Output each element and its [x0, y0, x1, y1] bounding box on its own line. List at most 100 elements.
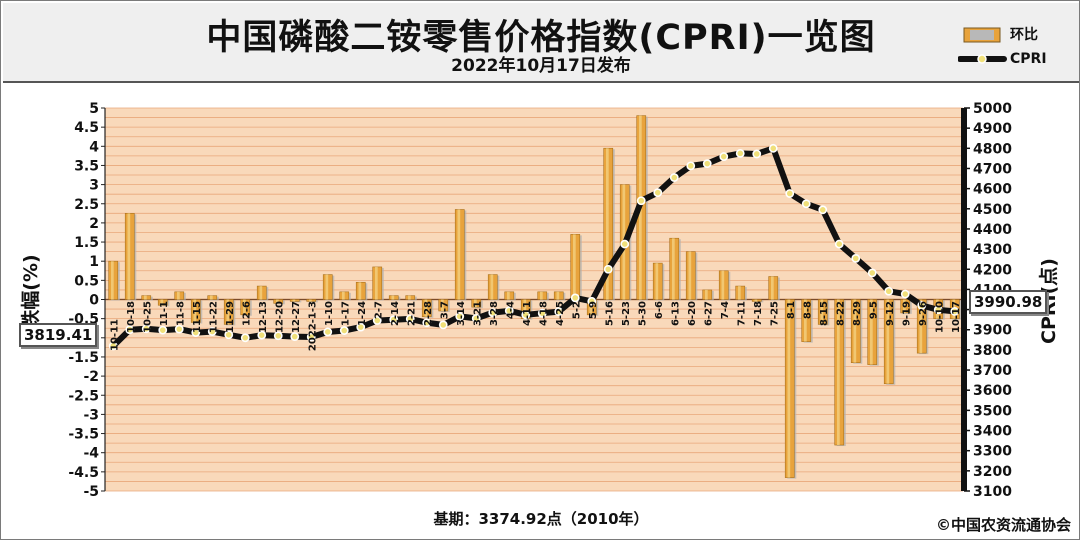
- cpri-point: [818, 205, 828, 215]
- x-tick-label: 2-28: [423, 301, 434, 326]
- cpri-point: [422, 318, 432, 328]
- left-axis: 54.543.532.521.510.50-0.5-1-1.5-2-2.5-3-…: [68, 101, 106, 500]
- right-tick-label: 3500: [973, 403, 1012, 419]
- x-tick-label: 7-11: [736, 301, 747, 326]
- x-tick-label: 6-6: [654, 301, 665, 319]
- cpri-point: [191, 328, 201, 337]
- chart-header: 中国磷酸二铵零售价格指数(CPRI)一览图 2022年10月17日发布 环比 C…: [3, 3, 1079, 83]
- cpri-point: [933, 305, 943, 315]
- bar: [322, 274, 335, 301]
- left-tick-label: 4: [89, 139, 99, 155]
- x-tick-label: 5-9: [588, 301, 599, 319]
- cpri-point: [141, 324, 151, 334]
- legend-bar-label: 环比: [1010, 27, 1038, 43]
- bar: [850, 299, 863, 364]
- x-tick-label: 6-27: [703, 301, 714, 326]
- bar: [570, 234, 582, 301]
- bar: [256, 285, 269, 301]
- bar: [454, 209, 467, 301]
- x-tick-label: 2-21: [406, 301, 417, 326]
- bar: [603, 147, 615, 301]
- right-tick-label: 3200: [973, 464, 1012, 480]
- bar: [669, 237, 681, 301]
- bar: [405, 295, 417, 301]
- legend-item-line: CPRI: [958, 49, 1073, 69]
- x-tick-label: 7-4: [720, 301, 731, 319]
- x-tick-label: 11-22: [208, 301, 219, 333]
- cpri-point: [257, 330, 267, 340]
- bar: [306, 299, 318, 303]
- bar: [652, 262, 665, 301]
- bar: [900, 299, 912, 314]
- cpri-point: [438, 320, 448, 330]
- x-tick-label: 3-28: [489, 301, 500, 326]
- cpri-point: [405, 314, 415, 324]
- legend-item-bar: 环比: [958, 25, 1073, 45]
- x-tick-label: 8-22: [835, 301, 846, 326]
- legend-bar-swatch-icon: [963, 27, 1001, 43]
- bar: [867, 299, 879, 366]
- cpri-point: [125, 325, 135, 335]
- x-tick-label: 11-8: [175, 301, 186, 326]
- bar: [817, 299, 830, 326]
- bar: [471, 299, 483, 309]
- x-tick-label: 4-18: [538, 301, 549, 326]
- cpri-point: [669, 173, 679, 182]
- x-tick-label: 8-15: [819, 301, 830, 326]
- cpri-point: [306, 332, 316, 342]
- x-tick-label: 10-17: [951, 301, 962, 333]
- bar: [834, 299, 846, 447]
- x-tick-label: 9-19: [901, 301, 912, 326]
- cpri-point: [735, 148, 745, 158]
- cpri-point: [686, 161, 696, 171]
- bar: [174, 291, 186, 301]
- cpri-point: [224, 330, 234, 340]
- x-tick-label: 3-14: [456, 301, 467, 326]
- bar: [108, 260, 120, 301]
- bar: [916, 299, 929, 355]
- bar: [190, 299, 203, 324]
- left-tick-label: -5: [83, 484, 99, 500]
- bar: [537, 291, 549, 301]
- cpri-point: [554, 307, 564, 316]
- left-tick-label: -2: [83, 369, 99, 385]
- right-tick-label: 3400: [973, 424, 1012, 440]
- x-tick-label: 2022-1-3: [307, 301, 318, 351]
- left-tick-label: 3.5: [74, 158, 99, 174]
- x-tick-label: 9-26: [918, 301, 929, 326]
- x-tick-label: 12-20: [274, 301, 285, 333]
- cpri-point: [900, 289, 910, 299]
- left-tick-label: 1.5: [74, 235, 99, 251]
- cpri-point: [323, 327, 333, 337]
- x-tick-label: 1-24: [357, 301, 368, 326]
- bar: [240, 299, 252, 316]
- x-tick-label: 8-29: [852, 301, 863, 326]
- x-tick-label: 4-11: [522, 301, 533, 326]
- right-tick-label: 4500: [973, 202, 1012, 218]
- right-tick-label: 3700: [973, 363, 1012, 379]
- x-tick-label: 1-17: [340, 301, 351, 326]
- x-tick-label: 2-7: [373, 301, 384, 319]
- x-tick-label: 9-12: [885, 301, 896, 326]
- bar: [157, 299, 170, 307]
- cpri-point: [950, 306, 960, 316]
- chart-legend: 环比 CPRI: [958, 21, 1073, 71]
- x-tick-label: 5-16: [604, 301, 615, 326]
- bar: [388, 295, 401, 301]
- left-tick-label: 3: [89, 178, 99, 194]
- right-tick-label: 3600: [973, 383, 1012, 399]
- chart-subtitle: 2022年10月17日发布: [451, 56, 631, 76]
- bar: [553, 291, 566, 301]
- left-tick-label: 0: [89, 293, 99, 309]
- cpri-point: [785, 189, 795, 198]
- cpri-point: [372, 316, 382, 325]
- x-tick-label: 5-2: [571, 301, 582, 319]
- right-tick-label: 5000: [973, 101, 1012, 117]
- left-tick-label: -4.5: [68, 465, 99, 481]
- cpri-point: [917, 301, 927, 310]
- right-tick-label: 3900: [973, 323, 1012, 339]
- bar: [339, 291, 351, 301]
- cpri-point: [587, 296, 597, 306]
- cpri-point: [339, 326, 349, 335]
